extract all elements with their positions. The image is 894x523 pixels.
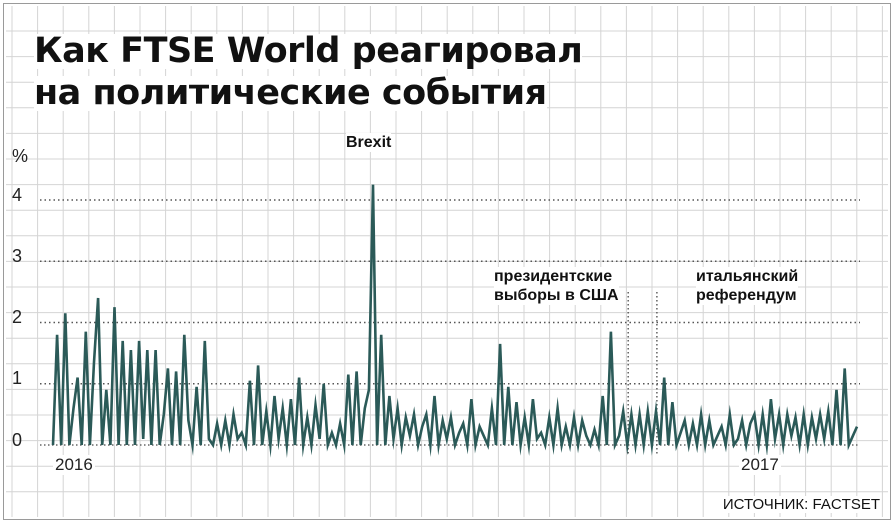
x-tick-label: 2016	[53, 455, 95, 475]
series-line	[51, 184, 859, 458]
y-tick-label: 4	[12, 185, 23, 205]
annotation-brexit-line: Brexit	[346, 134, 392, 151]
y-tick-label: 1	[12, 368, 23, 388]
annotation-us-election: президентские выборы в США	[494, 267, 619, 305]
chart-title-line-2: на политические события	[34, 73, 547, 113]
y-tick-label: 3	[12, 246, 23, 266]
annotation-italy-referendum: итальянский референдум	[696, 267, 799, 305]
source-note: ИСТОЧНИК: FACTSET	[718, 496, 880, 513]
annotation-brexit: Brexit	[346, 133, 392, 152]
x-tick-label: 2017	[739, 455, 781, 475]
y-axis-unit-label: %	[12, 146, 29, 166]
annotation-italy-referendum-line: итальянский	[696, 268, 799, 285]
chart-border	[3, 3, 891, 520]
y-tick-label: 2	[12, 307, 23, 327]
annotation-us-election-line: выборы в США	[494, 287, 619, 304]
annotation-italy-referendum-line: референдум	[696, 287, 797, 304]
chart-title-line-1: Как FTSE World реагировал	[34, 31, 583, 71]
y-tick-label: 0	[12, 430, 23, 450]
annotation-us-election-line: президентские	[494, 268, 613, 285]
